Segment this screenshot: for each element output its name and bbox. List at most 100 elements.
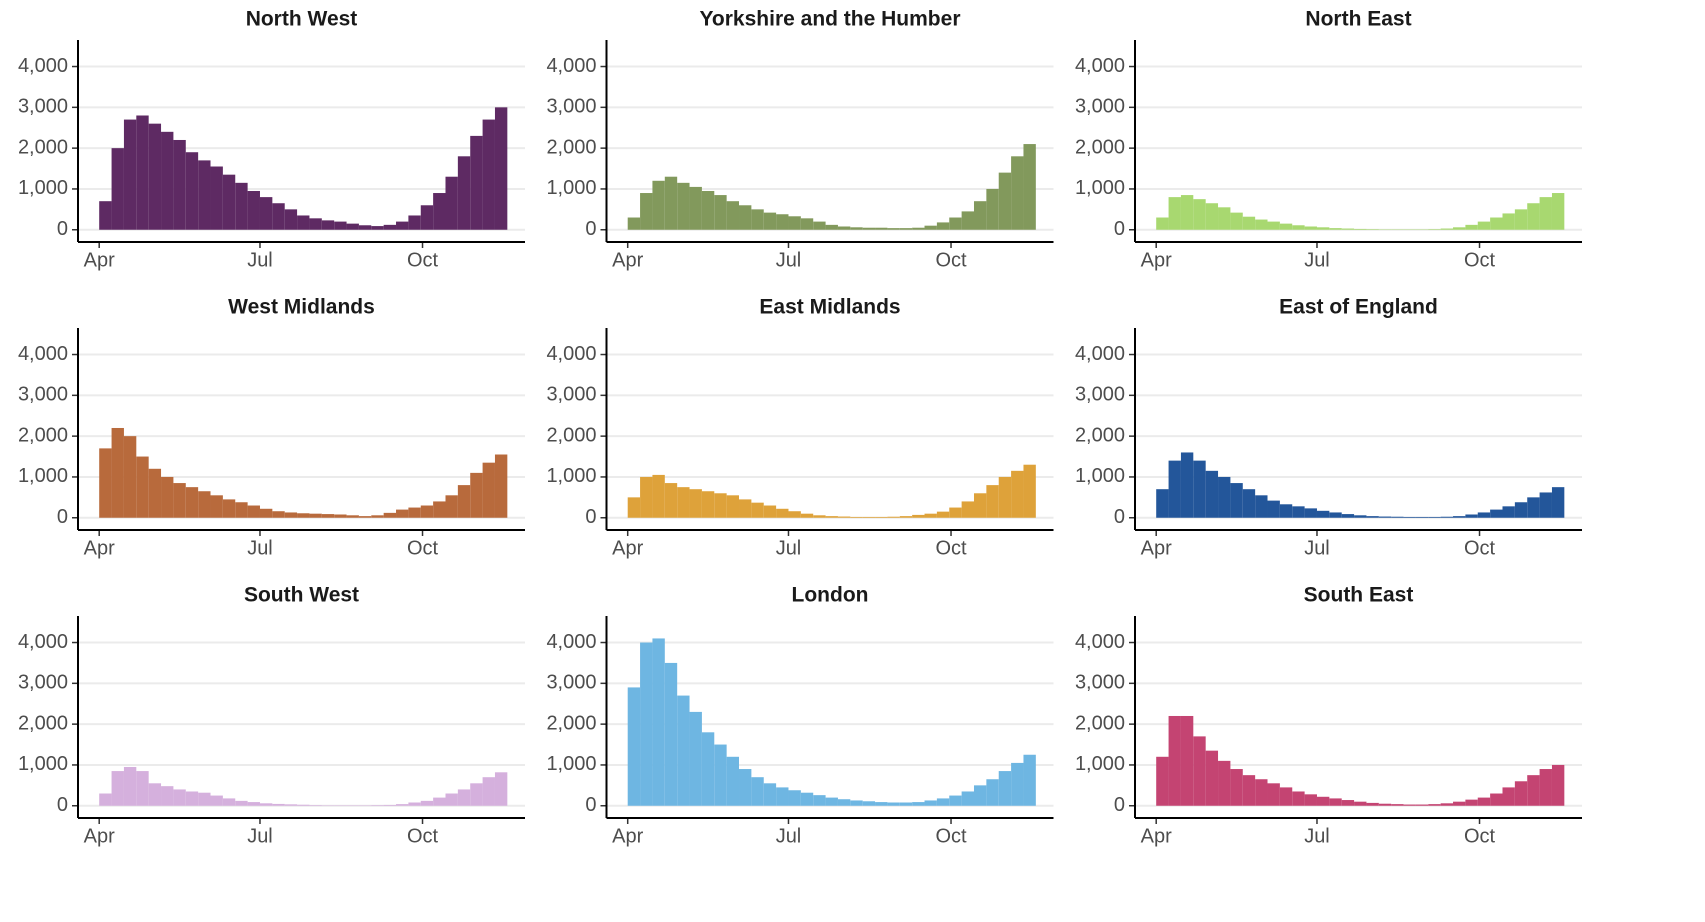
bar — [173, 139, 186, 230]
y-tick-label: 2,000 — [18, 712, 68, 734]
y-tick-label: 0 — [1114, 794, 1125, 816]
bar — [1316, 510, 1330, 518]
bar — [1403, 804, 1416, 806]
bar — [887, 228, 900, 230]
bar — [235, 502, 248, 518]
bar — [358, 225, 372, 230]
bar — [1205, 203, 1219, 230]
bar — [1168, 715, 1181, 806]
bar — [297, 804, 310, 806]
bar — [1453, 801, 1466, 806]
bar — [714, 744, 727, 806]
bar — [1267, 783, 1280, 806]
bar — [924, 513, 937, 518]
bar — [185, 487, 199, 518]
bar — [284, 804, 298, 806]
bar — [652, 180, 665, 230]
bar — [1255, 495, 1268, 518]
x-tick-label: Jul — [1304, 825, 1330, 847]
bar — [198, 160, 211, 230]
bar — [788, 216, 801, 230]
bar — [1341, 800, 1355, 806]
bar — [173, 483, 186, 518]
bar — [1428, 229, 1441, 230]
panel-title: South West — [244, 584, 359, 607]
bar — [912, 514, 925, 518]
bar — [949, 507, 962, 518]
panel-title: East of England — [1279, 296, 1438, 319]
bar — [99, 201, 112, 230]
bar — [739, 205, 752, 230]
bar — [457, 789, 471, 806]
bar — [284, 209, 298, 230]
x-tick-label: Oct — [407, 825, 439, 847]
bar — [1329, 228, 1342, 230]
y-tick-label: 0 — [1114, 218, 1125, 240]
bar — [936, 511, 950, 518]
y-tick-label: 0 — [585, 506, 596, 528]
y-tick-label: 3,000 — [546, 672, 596, 694]
bar — [358, 516, 372, 518]
bar — [494, 772, 508, 806]
bar — [185, 791, 199, 806]
bar — [111, 427, 124, 518]
bar — [1453, 227, 1466, 230]
y-tick-label: 2,000 — [18, 424, 68, 446]
bar — [457, 485, 471, 518]
bar — [887, 802, 900, 806]
bar — [1527, 775, 1540, 806]
panel-title: East Midlands — [759, 296, 900, 319]
bar — [161, 131, 174, 230]
bar — [677, 182, 690, 230]
y-tick-label: 0 — [57, 794, 68, 816]
bar — [123, 119, 137, 230]
x-tick-label: Apr — [84, 249, 115, 271]
bar — [1011, 762, 1024, 806]
bar — [949, 217, 962, 230]
y-tick-label: 1,000 — [546, 753, 596, 775]
y-tick-label: 1,000 — [18, 177, 68, 199]
bar — [924, 225, 937, 230]
x-tick-label: Oct — [935, 825, 967, 847]
bar — [862, 516, 876, 518]
bar — [1292, 791, 1305, 806]
bar — [1156, 217, 1169, 230]
bar — [371, 515, 384, 518]
bar — [1477, 221, 1491, 230]
bar — [1465, 799, 1478, 806]
bar — [1193, 199, 1206, 230]
bar — [445, 793, 458, 806]
bar — [383, 224, 397, 230]
bar — [1465, 514, 1478, 518]
bar — [396, 509, 409, 518]
bar — [701, 491, 715, 518]
bar — [445, 495, 458, 518]
y-tick-label: 4,000 — [546, 631, 596, 653]
panel-title: North East — [1305, 8, 1411, 31]
x-tick-label: Apr — [84, 825, 115, 847]
bar — [259, 508, 273, 518]
bar — [1490, 793, 1503, 806]
bar — [875, 802, 888, 806]
y-tick-label: 3,000 — [18, 96, 68, 118]
bar — [408, 507, 421, 518]
bar — [1255, 219, 1268, 230]
bar — [664, 176, 678, 230]
bar — [1230, 212, 1243, 230]
bar — [272, 803, 285, 806]
bar — [1205, 750, 1219, 806]
bar — [701, 190, 715, 230]
bar — [1514, 781, 1528, 806]
bar — [334, 514, 347, 518]
bar — [494, 454, 508, 518]
bar — [1453, 516, 1466, 518]
bar — [961, 211, 974, 230]
bar — [1242, 216, 1256, 230]
x-tick-label: Jul — [1304, 537, 1330, 559]
y-tick-label: 3,000 — [18, 384, 68, 406]
y-tick-label: 2,000 — [1075, 424, 1125, 446]
y-tick-label: 4,000 — [546, 343, 596, 365]
bar — [936, 222, 950, 230]
bar — [272, 203, 285, 230]
